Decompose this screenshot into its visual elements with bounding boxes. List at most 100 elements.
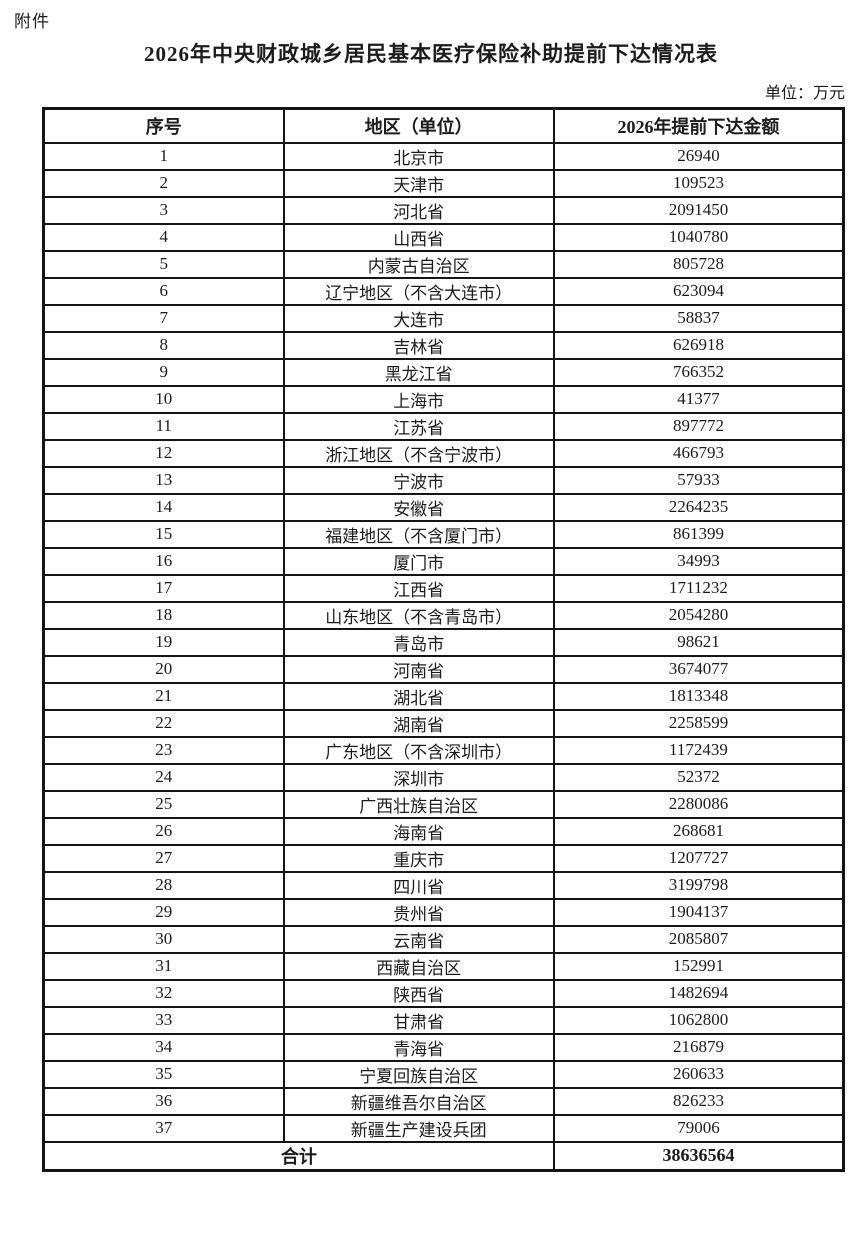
row-region: 新疆生产建设兵团 — [282, 1113, 555, 1143]
row-region: 江苏省 — [282, 411, 555, 441]
row-index: 19 — [42, 627, 285, 657]
row-region: 云南省 — [282, 924, 555, 954]
header-region: 地区（单位） — [282, 107, 555, 144]
table-row: 25 广西壮族自治区 2280086 — [42, 789, 845, 819]
row-region: 重庆市 — [282, 843, 555, 873]
row-amount: 1813348 — [552, 681, 845, 711]
row-index: 15 — [42, 519, 285, 549]
row-index: 6 — [42, 276, 285, 306]
row-amount: 1207727 — [552, 843, 845, 873]
row-region: 青岛市 — [282, 627, 555, 657]
row-index: 13 — [42, 465, 285, 495]
row-region: 海南省 — [282, 816, 555, 846]
row-region: 青海省 — [282, 1032, 555, 1062]
row-amount: 3199798 — [552, 870, 845, 900]
row-region: 新疆维吾尔自治区 — [282, 1086, 555, 1116]
row-amount: 216879 — [552, 1032, 845, 1062]
total-amount: 38636564 — [552, 1140, 845, 1171]
row-region: 安徽省 — [282, 492, 555, 522]
row-index: 34 — [42, 1032, 285, 1062]
table-body: 1 北京市 26940 2 天津市 109523 3 河北省 2091450 4… — [42, 141, 845, 1143]
row-region: 陕西省 — [282, 978, 555, 1008]
row-index: 18 — [42, 600, 285, 630]
table-row: 2 天津市 109523 — [42, 168, 845, 198]
row-amount: 1172439 — [552, 735, 845, 765]
row-amount: 897772 — [552, 411, 845, 441]
row-region: 西藏自治区 — [282, 951, 555, 981]
row-region: 贵州省 — [282, 897, 555, 927]
row-index: 23 — [42, 735, 285, 765]
table-row: 14 安徽省 2264235 — [42, 492, 845, 522]
row-region: 吉林省 — [282, 330, 555, 360]
row-region: 大连市 — [282, 303, 555, 333]
row-amount: 3674077 — [552, 654, 845, 684]
table-row: 10 上海市 41377 — [42, 384, 845, 414]
row-index: 24 — [42, 762, 285, 792]
table-row: 28 四川省 3199798 — [42, 870, 845, 900]
row-amount: 805728 — [552, 249, 845, 279]
row-region: 广东地区（不含深圳市） — [282, 735, 555, 765]
row-amount: 1062800 — [552, 1005, 845, 1035]
row-index: 22 — [42, 708, 285, 738]
row-amount: 1904137 — [552, 897, 845, 927]
row-region: 四川省 — [282, 870, 555, 900]
row-index: 28 — [42, 870, 285, 900]
row-amount: 2258599 — [552, 708, 845, 738]
row-amount: 79006 — [552, 1113, 845, 1143]
table-row: 6 辽宁地区（不含大连市） 623094 — [42, 276, 845, 306]
table-row: 30 云南省 2085807 — [42, 924, 845, 954]
table-row: 5 内蒙古自治区 805728 — [42, 249, 845, 279]
row-amount: 34993 — [552, 546, 845, 576]
table-row: 22 湖南省 2258599 — [42, 708, 845, 738]
row-region: 浙江地区（不含宁波市） — [282, 438, 555, 468]
row-index: 25 — [42, 789, 285, 819]
row-region: 江西省 — [282, 573, 555, 603]
table-row: 11 江苏省 897772 — [42, 411, 845, 441]
total-row: 合计 38636564 — [42, 1140, 845, 1171]
row-amount: 2054280 — [552, 600, 845, 630]
row-region: 湖南省 — [282, 708, 555, 738]
table-row: 7 大连市 58837 — [42, 303, 845, 333]
row-index: 20 — [42, 654, 285, 684]
row-index: 5 — [42, 249, 285, 279]
row-index: 35 — [42, 1059, 285, 1089]
row-index: 21 — [42, 681, 285, 711]
row-amount: 2091450 — [552, 195, 845, 225]
table-row: 20 河南省 3674077 — [42, 654, 845, 684]
row-index: 10 — [42, 384, 285, 414]
row-index: 33 — [42, 1005, 285, 1035]
row-index: 16 — [42, 546, 285, 576]
row-amount: 109523 — [552, 168, 845, 198]
row-index: 27 — [42, 843, 285, 873]
row-index: 31 — [42, 951, 285, 981]
row-amount: 260633 — [552, 1059, 845, 1089]
row-region: 福建地区（不含厦门市） — [282, 519, 555, 549]
row-amount: 57933 — [552, 465, 845, 495]
row-index: 36 — [42, 1086, 285, 1116]
row-region: 宁波市 — [282, 465, 555, 495]
table-row: 13 宁波市 57933 — [42, 465, 845, 495]
header-amount: 2026年提前下达金额 — [552, 107, 845, 144]
table-row: 37 新疆生产建设兵团 79006 — [42, 1113, 845, 1143]
row-region: 黑龙江省 — [282, 357, 555, 387]
row-index: 3 — [42, 195, 285, 225]
table-row: 26 海南省 268681 — [42, 816, 845, 846]
row-index: 4 — [42, 222, 285, 252]
row-amount: 2085807 — [552, 924, 845, 954]
row-amount: 52372 — [552, 762, 845, 792]
row-index: 14 — [42, 492, 285, 522]
table-row: 18 山东地区（不含青岛市） 2054280 — [42, 600, 845, 630]
row-amount: 766352 — [552, 357, 845, 387]
unit-note: 单位：万元 — [764, 85, 845, 102]
table-row: 29 贵州省 1904137 — [42, 897, 845, 927]
table-row: 36 新疆维吾尔自治区 826233 — [42, 1086, 845, 1116]
row-amount: 1040780 — [552, 222, 845, 252]
row-index: 26 — [42, 816, 285, 846]
row-index: 1 — [42, 141, 285, 171]
row-region: 山东地区（不含青岛市） — [282, 600, 555, 630]
row-amount: 1482694 — [552, 978, 845, 1008]
header-row: 序号 地区（单位） 2026年提前下达金额 — [42, 107, 845, 144]
row-amount: 152991 — [552, 951, 845, 981]
table-row: 31 西藏自治区 152991 — [42, 951, 845, 981]
